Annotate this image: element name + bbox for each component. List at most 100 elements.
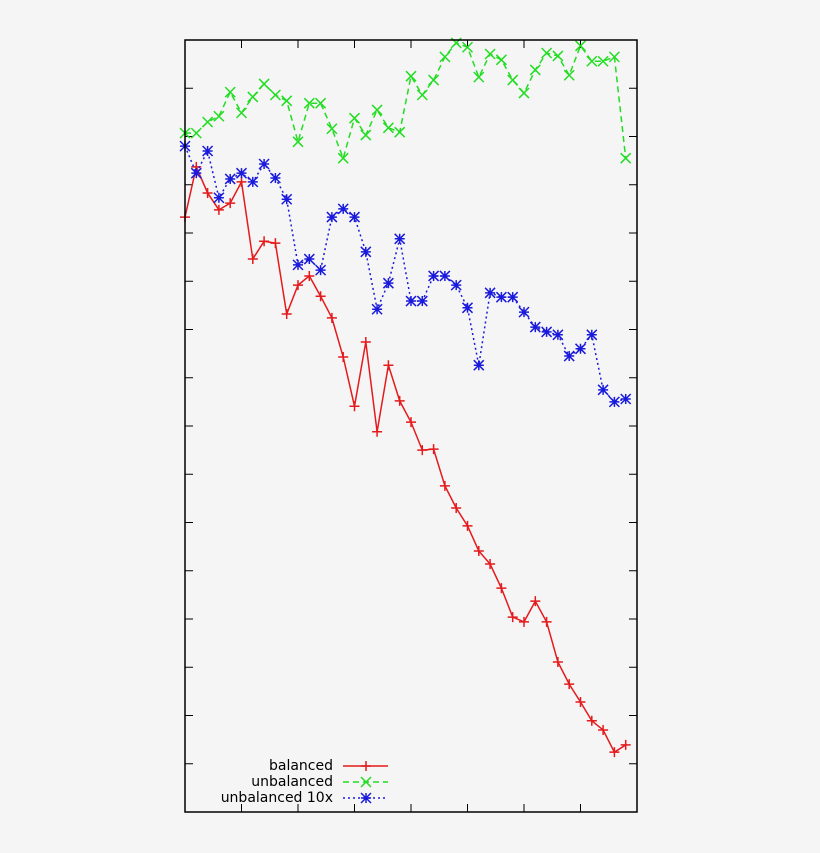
point-marker <box>247 91 259 103</box>
point-marker <box>190 127 202 139</box>
point-marker <box>519 616 529 627</box>
legend-marker <box>360 776 372 788</box>
point-marker <box>529 321 541 333</box>
point-marker <box>518 306 530 318</box>
legend-label: balanced <box>269 758 333 774</box>
point-marker <box>495 291 507 303</box>
legend-marker <box>361 761 371 771</box>
point-marker <box>495 54 507 66</box>
point-marker <box>462 520 473 531</box>
point-marker <box>405 295 417 307</box>
series-line <box>184 145 626 403</box>
point-marker <box>224 173 236 185</box>
point-marker <box>225 198 236 209</box>
point-marker <box>552 656 563 667</box>
point-marker <box>269 172 281 184</box>
point-marker <box>439 51 451 63</box>
point-marker <box>202 187 213 198</box>
point-marker <box>484 48 496 60</box>
point-marker <box>383 360 394 371</box>
point-marker <box>213 204 224 215</box>
point-marker <box>247 254 258 265</box>
point-marker <box>473 359 485 371</box>
series-line <box>185 41 627 161</box>
point-marker <box>507 74 519 86</box>
point-marker <box>349 401 360 412</box>
point-marker <box>382 277 394 289</box>
point-marker <box>258 158 270 170</box>
point-marker <box>269 89 281 101</box>
point-marker <box>529 64 541 76</box>
point-marker <box>337 203 349 215</box>
point-marker <box>608 51 620 63</box>
point-marker <box>382 122 394 134</box>
point-marker <box>541 47 553 59</box>
point-marker <box>541 616 552 627</box>
point-marker <box>281 95 293 107</box>
point-marker <box>563 69 575 81</box>
point-marker <box>247 176 259 188</box>
point-marker <box>315 264 327 276</box>
point-marker <box>202 145 214 157</box>
point-marker <box>303 253 315 265</box>
point-marker <box>586 55 598 67</box>
point-marker <box>620 152 632 164</box>
point-marker <box>315 97 327 109</box>
point-marker <box>620 739 631 750</box>
point-marker <box>258 78 270 90</box>
point-marker <box>507 612 518 623</box>
point-marker <box>518 87 530 99</box>
point-marker <box>360 129 372 141</box>
point-marker <box>303 97 315 109</box>
point-marker <box>598 724 609 735</box>
point-marker <box>259 236 270 247</box>
point-marker <box>609 747 620 758</box>
point-marker <box>326 312 337 323</box>
point-marker <box>293 280 303 291</box>
point-marker <box>451 503 462 514</box>
point-marker <box>473 71 485 83</box>
point-marker <box>405 70 417 82</box>
point-marker <box>394 395 405 406</box>
point-marker <box>417 445 428 456</box>
point-marker <box>473 545 484 556</box>
point-marker <box>552 329 564 341</box>
point-marker <box>338 352 349 363</box>
point-marker <box>608 396 620 408</box>
point-marker <box>281 309 292 320</box>
point-marker <box>281 193 293 205</box>
point-marker <box>428 270 440 282</box>
point-marker <box>439 480 450 491</box>
point-marker <box>541 326 553 338</box>
legend-label: unbalanced 10x <box>221 790 333 806</box>
point-marker <box>224 86 236 98</box>
legend-marker <box>360 792 372 804</box>
point-marker <box>371 104 383 116</box>
point-marker <box>461 302 474 314</box>
point-marker <box>326 211 338 223</box>
point-marker <box>304 270 315 281</box>
point-marker <box>530 596 541 607</box>
point-marker <box>292 259 304 271</box>
point-marker <box>484 287 496 299</box>
point-marker <box>213 110 225 122</box>
point-marker <box>371 303 383 315</box>
point-marker <box>348 211 361 223</box>
plot-frame <box>184 39 638 813</box>
point-marker <box>348 112 361 124</box>
point-marker <box>235 107 248 119</box>
point-marker <box>563 350 575 362</box>
point-marker <box>394 126 406 138</box>
point-marker <box>190 167 202 179</box>
point-marker <box>326 123 338 135</box>
point-marker <box>360 337 371 348</box>
series-line <box>184 164 627 754</box>
point-marker <box>337 152 349 164</box>
point-marker <box>394 233 406 245</box>
point-marker <box>406 417 416 428</box>
point-marker <box>439 270 451 282</box>
point-marker <box>213 192 225 204</box>
point-marker <box>315 291 326 302</box>
point-marker <box>575 696 586 707</box>
point-marker <box>574 40 587 52</box>
